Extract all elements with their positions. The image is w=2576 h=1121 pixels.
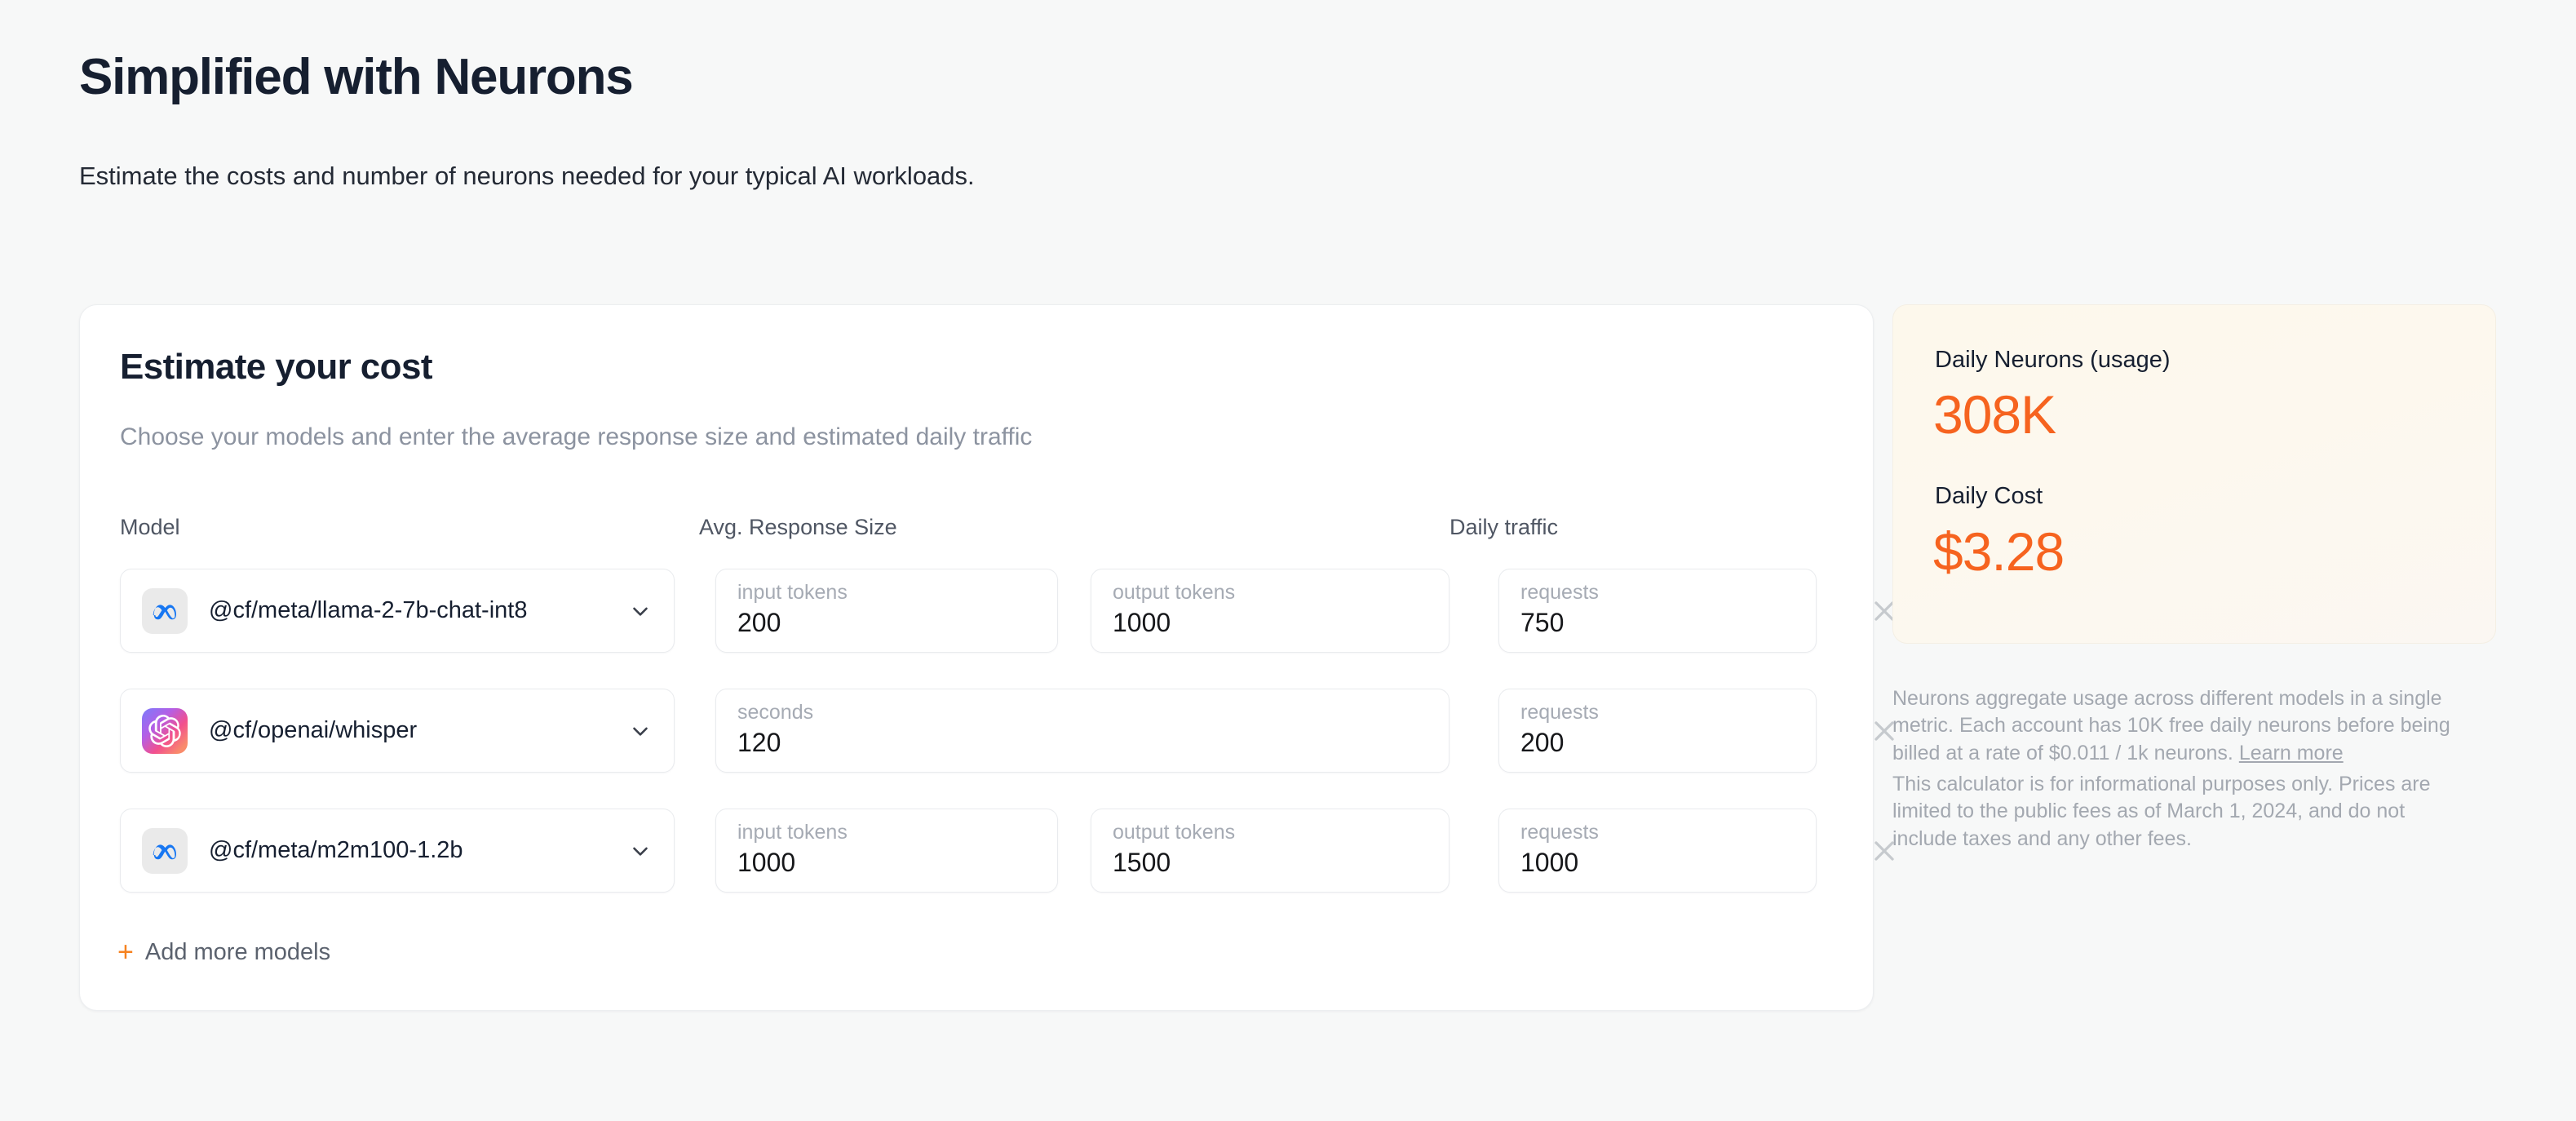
neurons-explainer-text: Neurons aggregate usage across different… — [1892, 687, 2450, 764]
add-more-models-button[interactable]: + Add more models — [117, 938, 330, 966]
meta-logo-icon — [142, 587, 188, 634]
neurons-explainer-note: Neurons aggregate usage across different… — [1892, 685, 2468, 767]
add-more-models-label: Add more models — [144, 938, 331, 965]
column-header-model: Model — [120, 515, 180, 539]
daily-cost-value: $3.28 — [1933, 521, 2065, 582]
seconds-field-1[interactable]: seconds 120 — [715, 689, 1450, 773]
output-tokens-value: 1500 — [1113, 847, 1171, 877]
remove-row-button-1[interactable] — [1866, 712, 1903, 750]
input-tokens-placeholder: input tokens — [737, 821, 848, 844]
chevron-down-icon — [628, 719, 653, 743]
output-tokens-placeholder: output tokens — [1113, 821, 1236, 844]
input-tokens-field-2[interactable]: input tokens 1000 — [715, 809, 1058, 893]
daily-cost-label: Daily Cost — [1935, 483, 2043, 509]
input-tokens-field-0[interactable]: input tokens 200 — [715, 569, 1058, 653]
requests-field-1[interactable]: requests 200 — [1498, 689, 1817, 773]
input-tokens-value: 200 — [737, 607, 781, 637]
requests-value: 750 — [1520, 607, 1565, 637]
model-select-0[interactable]: @cf/meta/llama-2-7b-chat-int8 — [120, 569, 675, 653]
input-tokens-placeholder: input tokens — [737, 581, 848, 604]
remove-row-button-2[interactable] — [1866, 832, 1903, 870]
input-tokens-value: 1000 — [737, 847, 796, 877]
daily-neurons-value: 308K — [1933, 384, 2056, 445]
seconds-placeholder: seconds — [737, 701, 814, 724]
requests-field-0[interactable]: requests 750 — [1498, 569, 1817, 653]
card-title: Estimate your cost — [120, 347, 432, 387]
requests-value: 1000 — [1520, 847, 1579, 877]
daily-neurons-label: Daily Neurons (usage) — [1935, 347, 2171, 373]
model-select-2[interactable]: @cf/meta/m2m100-1.2b — [120, 809, 675, 893]
output-tokens-field-2[interactable]: output tokens 1500 — [1091, 809, 1450, 893]
close-icon — [1874, 601, 1894, 621]
requests-placeholder: requests — [1520, 821, 1599, 844]
output-tokens-value: 1000 — [1113, 607, 1171, 637]
learn-more-link[interactable]: Learn more — [2238, 741, 2344, 764]
requests-placeholder: requests — [1520, 701, 1599, 724]
estimate-cost-card — [79, 304, 1874, 1011]
page-subtitle: Estimate the costs and number of neurons… — [79, 162, 975, 190]
model-name-label: @cf/meta/m2m100-1.2b — [209, 837, 463, 863]
model-select-1[interactable]: @cf/openai/whisper — [120, 689, 675, 773]
model-name-label: @cf/meta/llama-2-7b-chat-int8 — [209, 597, 528, 623]
requests-field-2[interactable]: requests 1000 — [1498, 809, 1817, 893]
results-summary-card — [1892, 304, 2496, 644]
close-icon — [1874, 841, 1894, 861]
chevron-down-icon — [628, 839, 653, 863]
model-name-label: @cf/openai/whisper — [209, 717, 418, 743]
requests-placeholder: requests — [1520, 581, 1599, 604]
remove-row-button-0[interactable] — [1866, 592, 1903, 630]
requests-value: 200 — [1520, 727, 1565, 757]
meta-logo-icon — [142, 827, 188, 874]
output-tokens-field-0[interactable]: output tokens 1000 — [1091, 569, 1450, 653]
column-header-daily-traffic: Daily traffic — [1450, 515, 1559, 539]
card-description: Choose your models and enter the average… — [120, 423, 1033, 450]
openai-logo-icon — [142, 707, 188, 754]
output-tokens-placeholder: output tokens — [1113, 581, 1236, 604]
page-title: Simplified with Neurons — [79, 49, 634, 105]
column-header-response-size: Avg. Response Size — [699, 515, 897, 539]
plus-icon: + — [117, 937, 134, 968]
disclaimer-note: This calculator is for informational pur… — [1892, 773, 2431, 850]
close-icon — [1874, 721, 1894, 741]
chevron-down-icon — [628, 599, 653, 623]
seconds-value: 120 — [737, 727, 781, 757]
